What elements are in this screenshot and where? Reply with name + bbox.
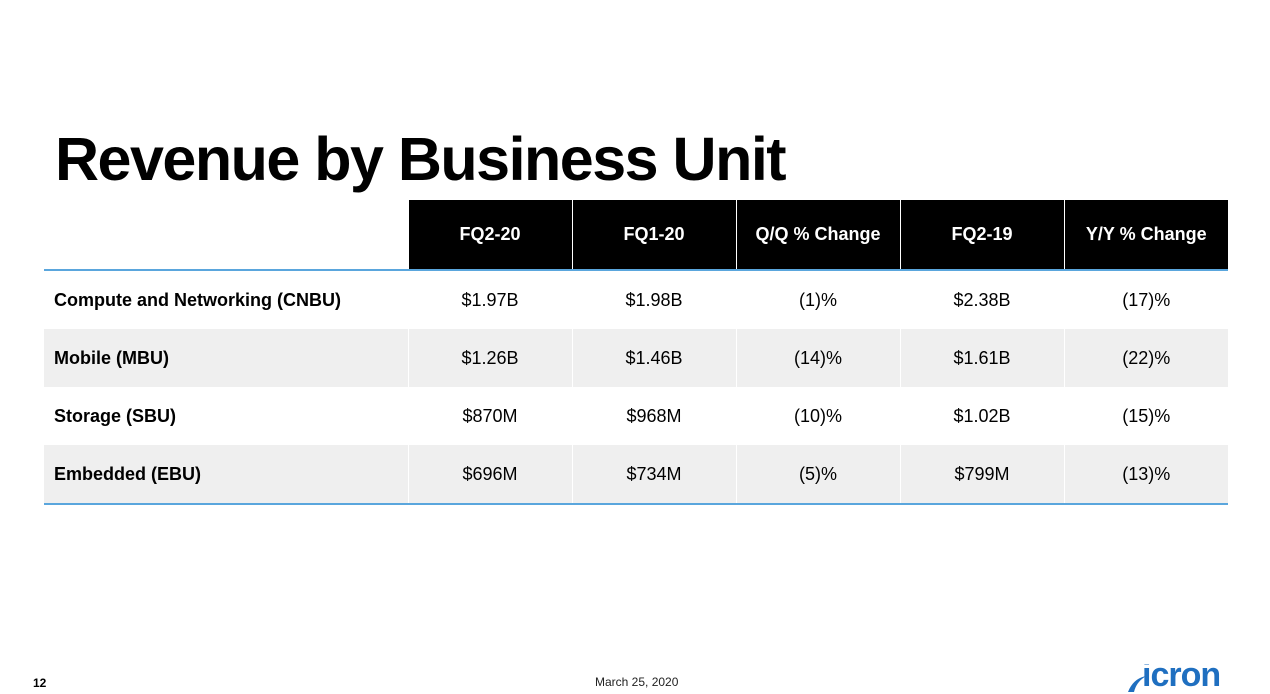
table-cell: (22)%	[1063, 329, 1228, 387]
table-cell: $1.46B	[571, 329, 736, 387]
table-cell: (5)%	[735, 445, 900, 505]
table-cell: $1.26B	[407, 329, 572, 387]
table-header-row: FQ2-20 FQ1-20 Q/Q % Change FQ2-19 Y/Y % …	[44, 200, 1228, 271]
logo-swoosh-icon	[1128, 676, 1146, 692]
table-cell: $2.38B	[899, 270, 1064, 329]
header-fq1-20: FQ1-20	[571, 200, 736, 271]
slide-date: March 25, 2020	[595, 675, 679, 689]
table-cell: (17)%	[1063, 270, 1228, 329]
table-row: Mobile (MBU) $1.26B $1.46B (14)% $1.61B …	[44, 329, 1228, 387]
header-fq2-19: FQ2-19	[899, 200, 1064, 271]
row-label: Mobile (MBU)	[44, 329, 408, 387]
table-cell: $696M	[407, 445, 572, 505]
table-cell: $734M	[571, 445, 736, 505]
table-row: Embedded (EBU) $696M $734M (5)% $799M (1…	[44, 445, 1228, 505]
logo-text: icron	[1142, 664, 1221, 694]
table-cell: $1.97B	[407, 270, 572, 329]
table-cell: $968M	[571, 387, 736, 445]
page-number: 12	[33, 676, 47, 690]
header-yy-change: Y/Y % Change	[1063, 200, 1228, 271]
header-blank-cell	[44, 200, 408, 271]
row-label: Compute and Networking (CNBU)	[54, 289, 341, 310]
row-label: Embedded (EBU)	[44, 445, 408, 505]
slide-title: Revenue by Business Unit	[55, 125, 787, 193]
table-cell: (15)%	[1063, 387, 1228, 445]
table-cell: (10)%	[735, 387, 900, 445]
revenue-table: FQ2-20 FQ1-20 Q/Q % Change FQ2-19 Y/Y % …	[44, 200, 1228, 505]
table-cell: (1)%	[735, 270, 900, 329]
table-cell: $1.98B	[571, 270, 736, 329]
table-cell: (13)%	[1063, 445, 1228, 505]
header-fq2-20: FQ2-20	[407, 200, 572, 271]
table-cell: $870M	[407, 387, 572, 445]
row-label: Storage (SBU)	[54, 405, 177, 426]
table-cell: $799M	[899, 445, 1064, 505]
table-cell: $1.02B	[899, 387, 1064, 445]
company-logo: icron	[1126, 664, 1236, 694]
header-qq-change: Q/Q % Change	[735, 200, 900, 271]
table-row: Compute and Networking (CNBU) $1.97B $1.…	[44, 270, 1228, 329]
table-row: Storage (SBU) $870M $968M (10)% $1.02B (…	[44, 387, 1228, 445]
table-cell: $1.61B	[899, 329, 1064, 387]
table-cell: (14)%	[735, 329, 900, 387]
